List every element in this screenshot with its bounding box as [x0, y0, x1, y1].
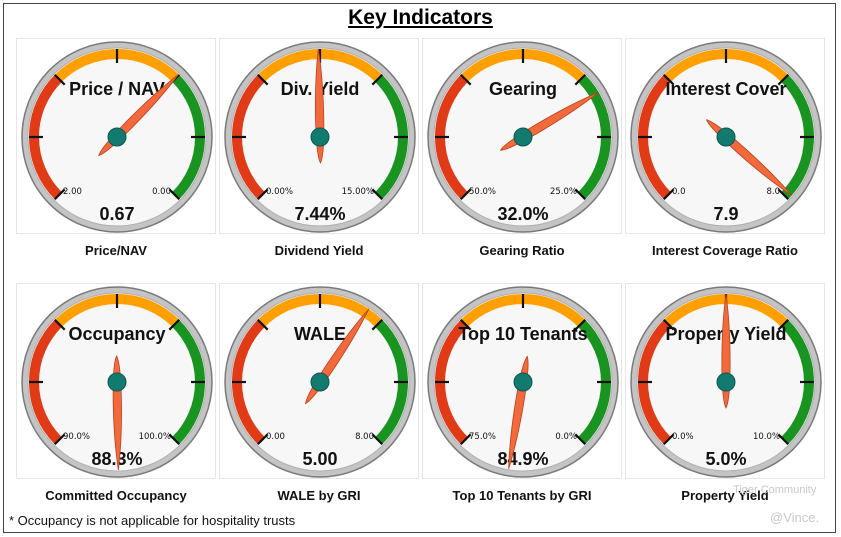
gauge-hub — [513, 372, 533, 392]
gauge-tick — [777, 188, 790, 201]
gauge-caption: Property Yield — [681, 488, 769, 503]
gauge-tick — [256, 188, 269, 201]
gauge-tick — [371, 188, 384, 201]
gauge-tick — [256, 318, 269, 331]
gauge-min-label: 0.0% — [672, 432, 694, 442]
gauge-tick — [777, 433, 790, 446]
gauge-value: 7.9 — [713, 204, 738, 224]
gauge-value: 0.67 — [99, 204, 134, 224]
gauge-tick — [459, 318, 472, 331]
gauge-value: 84.9% — [497, 449, 548, 469]
gauge-dial: Gearing 50.0% 25.0%32.0% — [427, 41, 619, 233]
gauge-caption: Top 10 Tenants by GRI — [452, 488, 592, 503]
gauge-tick — [168, 318, 181, 331]
gauge-tick — [574, 188, 587, 201]
gauge-dial: Top 10 Tenants 75.0% 0.0% 84.9% — [427, 286, 619, 478]
gauge-panel: Interest Cover 0.0 8.0 7.9 — [625, 38, 825, 234]
gauge-tick — [371, 433, 384, 446]
gauge-hub — [716, 127, 736, 147]
gauge-tick — [574, 433, 587, 446]
gauge-hub — [310, 372, 330, 392]
gauge-title: WALE — [294, 324, 346, 344]
gauge-min-label: 0.00 — [266, 432, 285, 442]
gauge-tick — [53, 73, 66, 86]
gauge-caption: Interest Coverage Ratio — [652, 243, 798, 258]
gauge-max-label: 15.00% — [342, 187, 374, 197]
gauge-caption: Dividend Yield — [274, 243, 364, 258]
gauge-min-label: 2.00 — [63, 187, 82, 197]
gauge-tick — [53, 188, 66, 201]
gauge-tick — [662, 188, 675, 201]
gauge-min-label: 0.00% — [266, 187, 293, 197]
gauge-tick — [53, 318, 66, 331]
dashboard-frame — [3, 3, 836, 533]
gauge-value: 5.00 — [302, 449, 337, 469]
gauge-caption: Committed Occupancy — [45, 488, 187, 503]
gauge-hub — [107, 372, 127, 392]
gauge-title: Price / NAV — [69, 79, 165, 99]
watermark-community: Tiger Community — [733, 484, 817, 496]
gauge-tick — [662, 318, 675, 331]
gauge-max-label: 8.0 — [766, 187, 780, 197]
gauge-caption: WALE by GRI — [277, 488, 361, 503]
gauge-title: Interest Cover — [665, 79, 786, 99]
gauge-hub — [513, 127, 533, 147]
gauge-tick — [168, 433, 181, 446]
gauge-max-label: 100.0% — [139, 432, 171, 442]
gauge-max-label: 0.00 — [152, 187, 171, 197]
gauge-value: 32.0% — [497, 204, 548, 224]
gauge-dial: Price / NAV 2.00 0.00 0.67 — [21, 41, 213, 233]
gauge-value: 7.44% — [294, 204, 345, 224]
gauge-max-label: 10.0% — [753, 432, 780, 442]
gauge-tick — [662, 433, 675, 446]
gauge-panel: Div. Yield 0.00% 15.00% 7.44% — [219, 38, 419, 234]
page-title: Key Indicators — [348, 6, 493, 29]
gauge-min-label: 0.0 — [672, 187, 686, 197]
gauge-max-label: 25.0% — [550, 187, 577, 197]
gauge-hub — [107, 127, 127, 147]
gauge-min-label: 50.0% — [469, 187, 496, 197]
watermark-handle: @Vince. — [770, 510, 820, 525]
gauge-dial: WALE 0.00 8.00 5.00 — [224, 286, 416, 478]
gauge-tick — [459, 188, 472, 201]
gauge-caption: Price/NAV — [85, 243, 147, 258]
gauge-hub — [310, 127, 330, 147]
gauge-tick — [662, 73, 675, 86]
gauge-tick — [777, 318, 790, 331]
gauge-tick — [168, 188, 181, 201]
gauge-dial: Interest Cover 0.0 8.0 7.9 — [630, 41, 822, 233]
gauge-caption: Gearing Ratio — [479, 243, 565, 258]
gauge-panel: Property Yield 0.0% 10.0% 5.0% — [625, 283, 825, 479]
gauge-title: Top 10 Tenants — [458, 324, 587, 344]
gauge-hub — [716, 372, 736, 392]
gauge-tick — [53, 433, 66, 446]
gauge-title: Occupancy — [68, 324, 165, 344]
gauge-tick — [459, 73, 472, 86]
gauge-panel: Price / NAV 2.00 0.00 0.67 — [16, 38, 216, 234]
gauge-panel: Gearing 50.0% 25.0% 32.0% — [422, 38, 622, 234]
gauge-panel: Top 10 Tenants 75.0% 0.0% 84.9% — [422, 283, 622, 479]
gauge-tick — [371, 73, 384, 86]
footnote: * Occupancy is not applicable for hospit… — [9, 513, 296, 528]
gauge-max-label: 0.0% — [555, 432, 577, 442]
gauge-tick — [459, 433, 472, 446]
gauge-min-label: 90.0% — [63, 432, 90, 442]
gauge-tick — [574, 73, 587, 86]
gauge-title: Gearing — [489, 79, 557, 99]
gauge-tick — [371, 318, 384, 331]
gauge-tick — [574, 318, 587, 331]
gauge-min-label: 75.0% — [469, 432, 496, 442]
gauge-max-label: 8.00 — [355, 432, 374, 442]
gauge-tick — [256, 73, 269, 86]
gauge-tick — [256, 433, 269, 446]
gauge-tick — [777, 73, 790, 86]
gauge-value: 5.0% — [705, 449, 746, 469]
gauge-panel: WALE 0.00 8.00 5.00 — [219, 283, 419, 479]
